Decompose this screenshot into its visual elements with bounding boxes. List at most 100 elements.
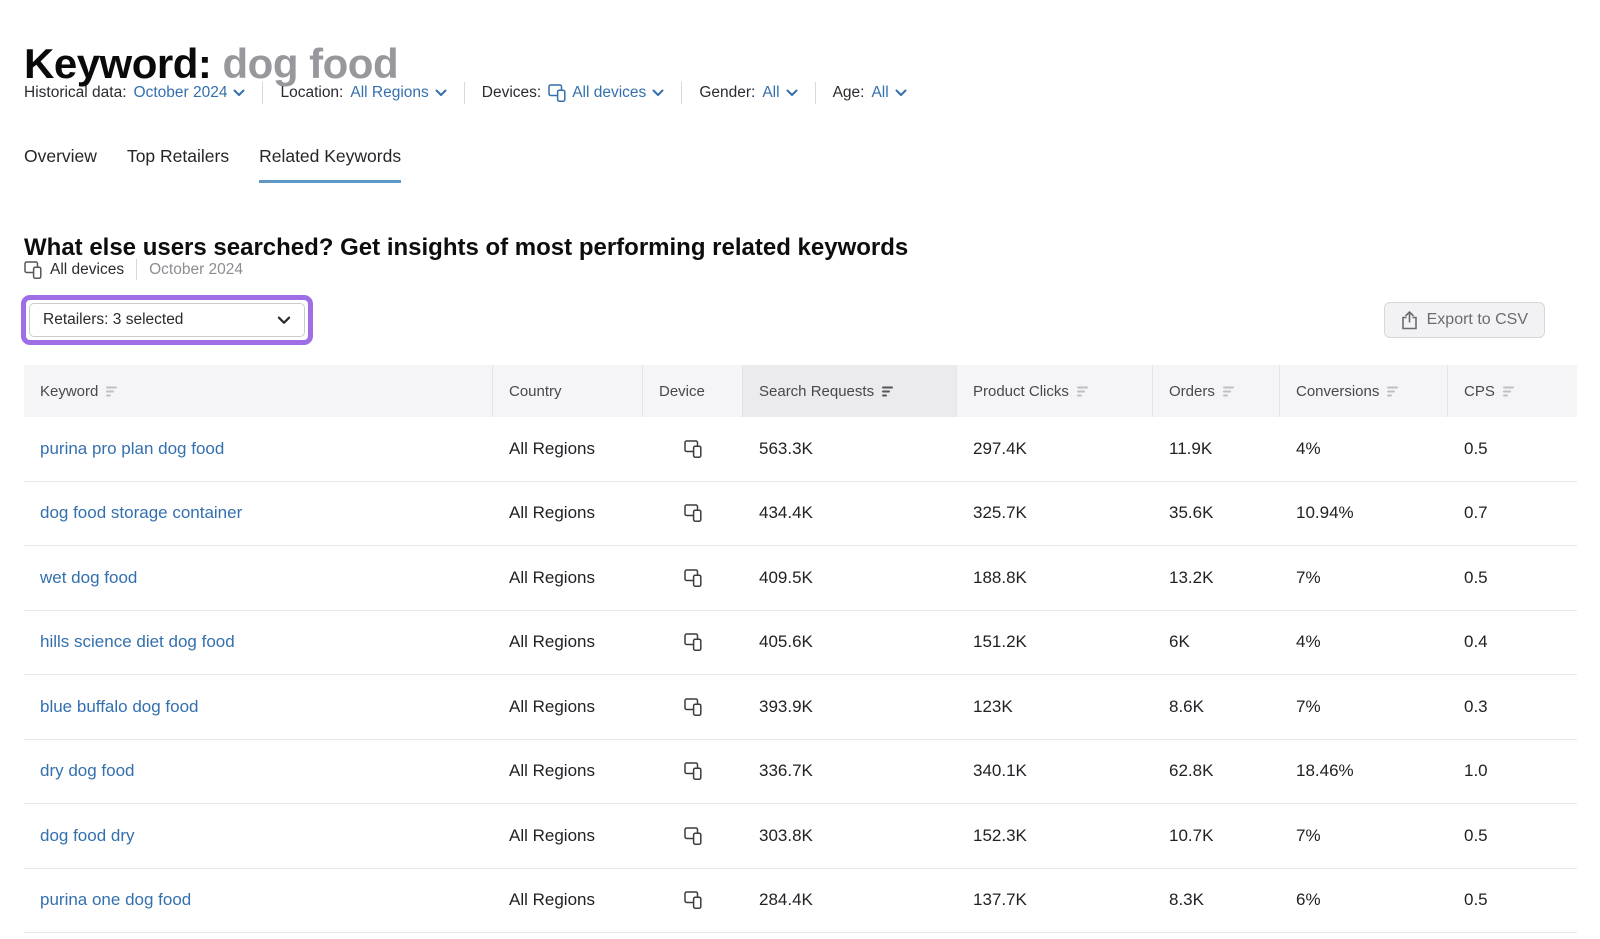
device-cell [643, 762, 743, 781]
filter-gender-dropdown[interactable]: All [762, 84, 798, 102]
chevron-down-icon [895, 89, 907, 96]
tab-related-keywords[interactable]: Related Keywords [259, 146, 402, 183]
product-clicks-cell: 137.7K [973, 890, 1027, 910]
table-header-row: Keyword Country Device Search Requests P… [24, 365, 1577, 417]
keyword-link[interactable]: dry dog food [40, 761, 135, 781]
column-header-keyword[interactable]: Keyword [24, 365, 493, 417]
country-cell: All Regions [509, 567, 595, 587]
chevron-down-icon [652, 89, 664, 96]
country-cell: All Regions [509, 632, 595, 652]
retailers-dropdown[interactable]: Retailers: 3 selected [29, 303, 305, 337]
filter-devices-dropdown[interactable]: All devices [548, 84, 664, 102]
product-clicks-cell: 188.8K [973, 567, 1027, 587]
sort-icon [1222, 386, 1234, 397]
filter-historical-data-label: Historical data: [24, 84, 127, 101]
all-devices-icon [24, 260, 42, 279]
column-header-label: Orders [1169, 382, 1215, 400]
country-cell: All Regions [509, 503, 595, 523]
product-clicks-cell: 340.1K [973, 761, 1027, 781]
device-cell [643, 440, 743, 458]
table-body: purina pro plan dog food All Regions 563… [24, 417, 1577, 933]
filter-location-dropdown[interactable]: All Regions [350, 84, 447, 102]
product-clicks-cell: 152.3K [973, 825, 1027, 845]
search-requests-cell: 303.8K [759, 825, 813, 845]
keyword-link[interactable]: purina pro plan dog food [40, 438, 225, 458]
tab-overview[interactable]: Overview [24, 146, 97, 166]
all-devices-icon [684, 698, 702, 716]
orders-cell: 8.6K [1169, 696, 1204, 716]
keyword-link[interactable]: dog food dry [40, 825, 135, 845]
all-devices-icon [684, 633, 702, 652]
orders-cell: 13.2K [1169, 567, 1214, 587]
sort-icon [106, 386, 118, 397]
retailers-dropdown-value: Retailers: 3 selected [43, 311, 184, 328]
country-cell: All Regions [509, 761, 595, 781]
orders-cell: 11.9K [1169, 438, 1213, 458]
cps-cell: 0.7 [1464, 503, 1488, 523]
column-header-search-requests[interactable]: Search Requests [743, 365, 957, 417]
filter-historical-data-value: October 2024 [133, 84, 228, 101]
orders-cell: 6K [1169, 632, 1190, 652]
sort-icon [1387, 386, 1399, 397]
meta-divider [136, 259, 138, 280]
filter-age-value: All [871, 84, 889, 101]
column-header-label: Country [509, 382, 562, 400]
export-to-csv-label: Export to CSV [1426, 311, 1528, 328]
page-title-keyword: dog food [222, 40, 399, 88]
filter-age-label: Age: [832, 84, 865, 101]
table-row: blue buffalo dog food All Regions 393.9K… [24, 675, 1577, 740]
column-header-device: Device [643, 365, 743, 417]
cps-cell: 1.0 [1464, 761, 1488, 781]
column-header-cps[interactable]: CPS [1448, 365, 1577, 417]
column-header-product-clicks[interactable]: Product Clicks [957, 365, 1153, 417]
filter-bar: Historical data: October 2024 Location: … [24, 82, 907, 104]
tab-top-retailers[interactable]: Top Retailers [126, 146, 230, 166]
section-heading: What else users searched? Get insights o… [24, 233, 909, 261]
column-header-conversions[interactable]: Conversions [1280, 365, 1448, 417]
column-header-label: CPS [1464, 382, 1495, 400]
product-clicks-cell: 151.2K [973, 632, 1027, 652]
keyword-link[interactable]: blue buffalo dog food [40, 696, 199, 716]
filter-historical-data: Historical data: October 2024 [24, 84, 245, 102]
sort-icon [882, 386, 894, 397]
keyword-link[interactable]: dog food storage container [40, 503, 243, 523]
cps-cell: 0.5 [1464, 567, 1488, 587]
orders-cell: 62.8K [1169, 761, 1214, 781]
filter-devices-label: Devices: [481, 84, 542, 101]
filter-historical-data-dropdown[interactable]: October 2024 [134, 84, 246, 102]
annotation-highlight-box: Retailers: 3 selected [21, 295, 313, 345]
conversions-cell: 4% [1296, 632, 1321, 652]
filter-age: Age: All [833, 84, 907, 102]
chevron-down-icon [435, 89, 447, 96]
column-header-label: Conversions [1296, 382, 1380, 400]
device-cell [643, 504, 743, 523]
filter-age-dropdown[interactable]: All [871, 84, 907, 102]
column-header-orders[interactable]: Orders [1153, 365, 1280, 417]
chevron-down-icon [233, 89, 245, 96]
keyword-link[interactable]: wet dog food [40, 567, 138, 587]
all-devices-icon [684, 440, 702, 458]
search-requests-cell: 409.5K [759, 567, 813, 587]
device-cell [643, 569, 743, 587]
table-row: dry dog food All Regions 336.7K 340.1K 6… [24, 740, 1577, 804]
device-cell [643, 698, 743, 716]
table-row: dog food storage container All Regions 4… [24, 482, 1577, 546]
all-devices-icon [684, 569, 702, 587]
keyword-link[interactable]: hills science diet dog food [40, 632, 235, 652]
country-cell: All Regions [509, 438, 595, 458]
export-to-csv-button[interactable]: Export to CSV [1383, 302, 1545, 338]
filter-gender: Gender: All [699, 84, 798, 102]
country-cell: All Regions [509, 890, 595, 910]
all-devices-icon [684, 762, 702, 781]
filter-divider [262, 82, 264, 104]
page-title-prefix: Keyword: [24, 40, 212, 88]
section-meta: All devices October 2024 [24, 259, 243, 280]
orders-cell: 8.3K [1169, 890, 1204, 910]
country-cell: All Regions [509, 825, 595, 845]
table-row: purina one dog food All Regions 284.4K 1… [24, 869, 1577, 933]
filter-divider [814, 82, 816, 104]
filter-gender-label: Gender: [699, 84, 756, 101]
keyword-link[interactable]: purina one dog food [40, 890, 192, 910]
cps-cell: 0.3 [1464, 696, 1488, 716]
search-requests-cell: 434.4K [759, 503, 813, 523]
